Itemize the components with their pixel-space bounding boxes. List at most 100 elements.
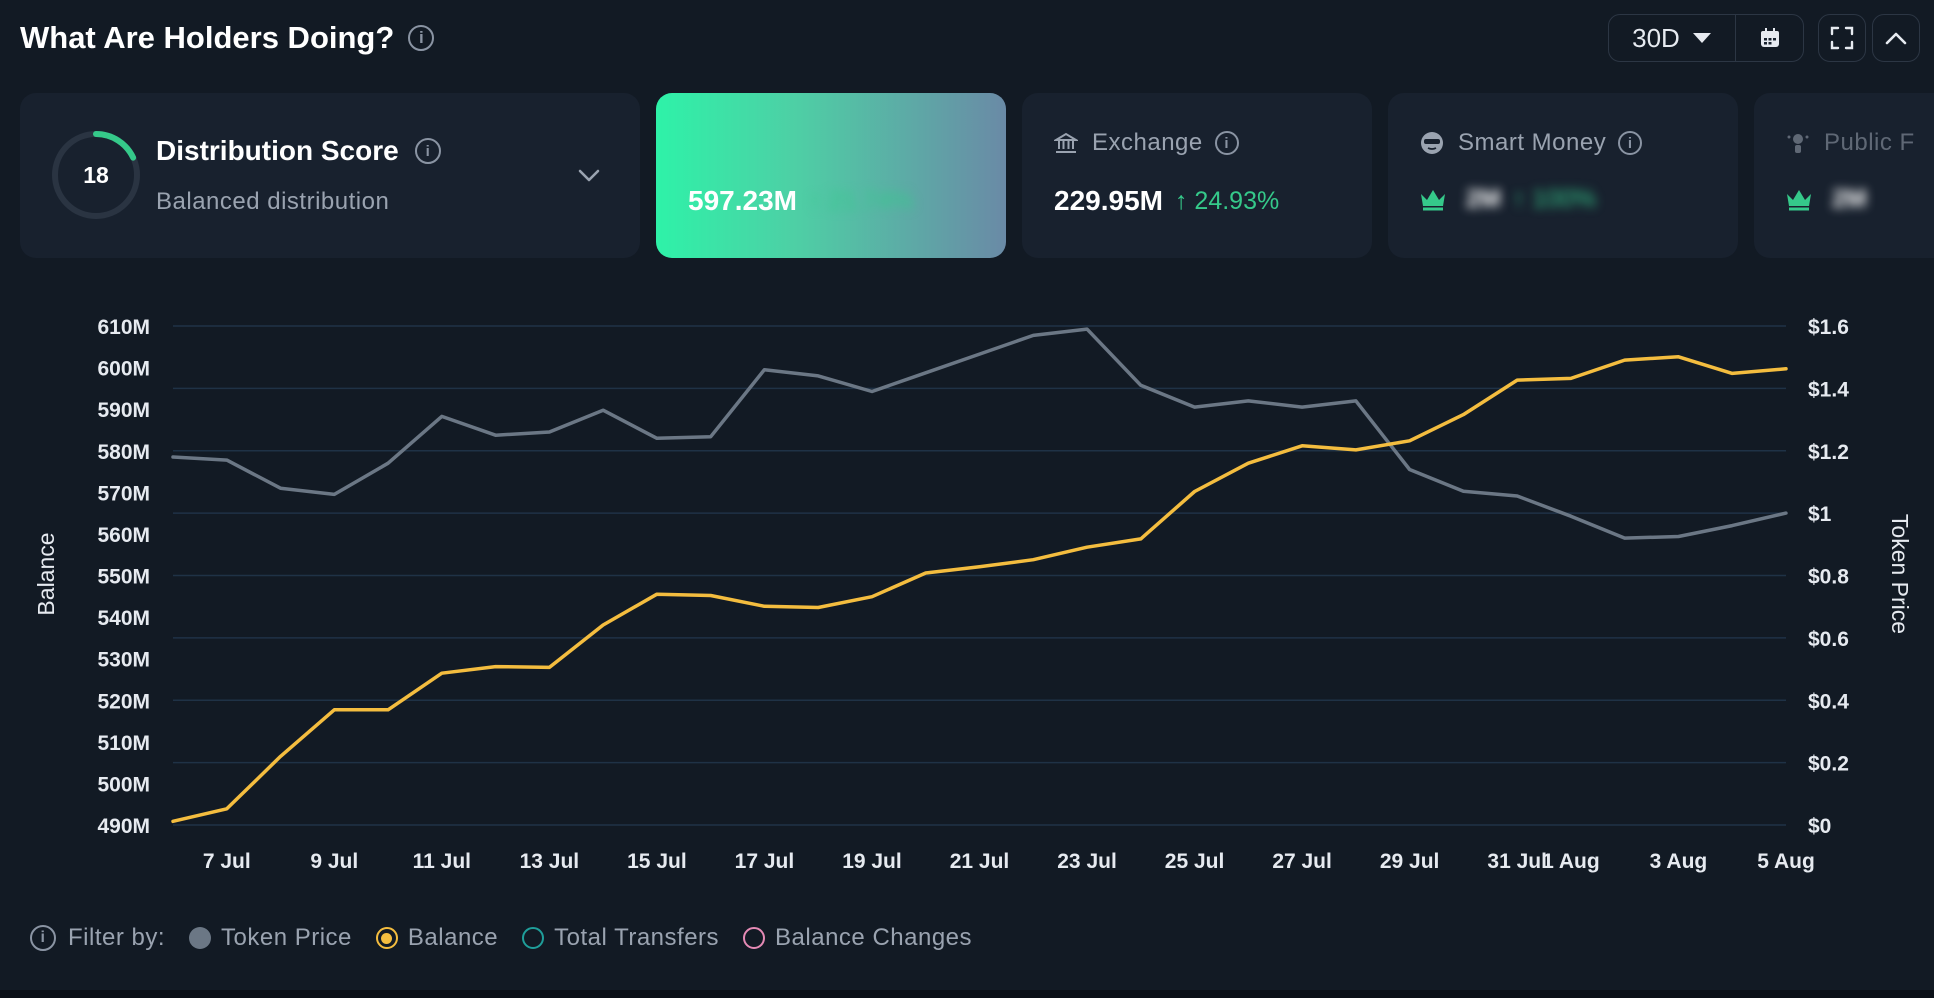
x-tick-label: 31 Jul — [1487, 850, 1547, 873]
y-tick-label: 490M — [97, 815, 150, 838]
caret-down-icon — [1692, 33, 1711, 43]
header-controls: 30D — [1608, 14, 1920, 62]
y-tick-label: 580M — [97, 441, 150, 464]
total-value-row: 597.23M ↑ 21.74% — [688, 185, 913, 217]
legend-dot — [522, 927, 545, 949]
x-tick-label: 7 Jul — [203, 850, 251, 873]
chevron-up-icon — [1885, 32, 1907, 45]
smart-money-value: 2M — [1466, 185, 1501, 213]
smart-money-card[interactable]: Smart Money i 2M ↑ 100% — [1388, 93, 1738, 258]
legend-item-balance[interactable]: Balance — [375, 924, 499, 952]
legend-label: Balance — [407, 924, 499, 951]
smart-money-change: ↑ 100% — [1512, 185, 1597, 213]
smart-money-value-row: 2M ↑ 100% — [1420, 185, 1596, 214]
y-tick-label: 500M — [97, 773, 150, 796]
y-tick-label: 610M — [97, 316, 150, 339]
chevron-down-icon[interactable] — [578, 169, 600, 183]
smart-money-title: Smart Money — [1458, 129, 1607, 156]
y2-tick-label: $1 — [1808, 503, 1832, 526]
fullscreen-button[interactable] — [1818, 14, 1866, 62]
score-gauge: 18 — [52, 131, 140, 219]
distribution-title-row: Distribution Score i — [156, 135, 441, 167]
public-title: Public F — [1824, 129, 1915, 156]
legend-label: Balance Changes — [775, 924, 973, 951]
exchange-value-row: 229.95M ↑ 24.93% — [1054, 185, 1279, 217]
legend-item-balance-changes[interactable]: Balance Changes — [743, 924, 972, 952]
public-figure-card[interactable]: Public F 2M — [1754, 93, 1934, 258]
x-tick-label: 9 Jul — [310, 850, 358, 873]
y2-tick-label: $0 — [1808, 815, 1831, 838]
filter-label: Filter by: — [68, 924, 166, 951]
y-tick-label: 560M — [97, 524, 150, 547]
total-balance-card[interactable]: 597.23M ↑ 21.74% — [656, 93, 1006, 258]
x-tick-label: 1 Aug — [1542, 850, 1600, 873]
info-icon[interactable]: i — [30, 925, 56, 951]
summary-cards: 18 Distribution Score i Balanced distrib… — [20, 93, 1934, 258]
legend-item-total-transfers[interactable]: Total Transfers — [522, 924, 719, 952]
exchange-title: Exchange — [1092, 129, 1203, 156]
y2-tick-label: $0.8 — [1808, 566, 1849, 589]
legend-label: Token Price — [221, 924, 352, 951]
title-row: What Are Holders Doing? i — [20, 14, 435, 62]
x-tick-label: 27 Jul — [1272, 850, 1332, 873]
legend: i Filter by: Token Price Balance Total T… — [30, 924, 996, 952]
x-tick-label: 21 Jul — [950, 850, 1010, 873]
calendar-button[interactable] — [1735, 15, 1803, 61]
info-icon[interactable]: i — [1618, 131, 1643, 155]
bank-icon — [1054, 132, 1078, 153]
score-value: 18 — [83, 162, 109, 188]
bottom-strip — [0, 990, 1934, 998]
distribution-title: Distribution Score — [156, 135, 399, 166]
y2-tick-label: $0.6 — [1808, 628, 1849, 651]
y-tick-label: 530M — [97, 649, 150, 672]
x-tick-label: 5 Aug — [1757, 850, 1815, 873]
y-tick-label: 540M — [97, 607, 150, 630]
page-title: What Are Holders Doing? — [20, 20, 395, 55]
x-tick-label: 11 Jul — [413, 850, 471, 873]
total-value: 597.23M — [688, 185, 797, 216]
exchange-value: 229.95M — [1054, 185, 1163, 216]
public-value: 2M — [1832, 185, 1867, 213]
x-tick-label: 13 Jul — [520, 850, 580, 873]
y-axis-label: Balance — [33, 532, 59, 615]
y2-tick-label: $0.4 — [1808, 690, 1849, 713]
legend-dot — [743, 927, 766, 949]
crown-icon — [1421, 189, 1445, 210]
series-line-token-price — [171, 327, 1788, 540]
legend-item-token-price[interactable]: Token Price — [189, 924, 352, 952]
info-icon[interactable]: i — [1214, 131, 1239, 155]
y2-tick-label: $1.4 — [1808, 378, 1849, 401]
distribution-score-card[interactable]: 18 Distribution Score i Balanced distrib… — [20, 93, 640, 258]
info-icon[interactable]: i — [408, 25, 435, 51]
x-tick-label: 3 Aug — [1650, 850, 1708, 873]
series-line-balance — [171, 355, 1788, 824]
y-tick-label: 550M — [97, 566, 150, 589]
y-tick-label: 510M — [97, 732, 150, 755]
period-dropdown[interactable]: 30D — [1609, 15, 1735, 61]
y-tick-label: 600M — [97, 358, 150, 381]
y2-tick-label: $1.2 — [1808, 441, 1849, 464]
distribution-subtitle: Balanced distribution — [156, 188, 390, 215]
exchange-change: ↑ 24.93% — [1174, 186, 1280, 215]
y2-tick-label: $0.2 — [1808, 753, 1849, 776]
x-tick-label: 15 Jul — [627, 850, 687, 873]
exchange-card[interactable]: Exchange i 229.95M ↑ 24.93% — [1022, 93, 1372, 258]
x-tick-label: 17 Jul — [735, 850, 795, 873]
info-icon[interactable]: i — [414, 138, 441, 164]
y2-tick-label: $1.6 — [1808, 316, 1849, 339]
legend-dot-selected — [375, 927, 398, 949]
x-tick-label: 23 Jul — [1057, 850, 1117, 873]
x-tick-label: 25 Jul — [1165, 850, 1225, 873]
sunglasses-icon — [1421, 132, 1443, 154]
calendar-icon — [1760, 28, 1779, 47]
expand-icon — [1830, 26, 1854, 50]
y-tick-label: 520M — [97, 690, 150, 713]
x-tick-label: 19 Jul — [842, 850, 902, 873]
y-tick-label: 570M — [97, 482, 150, 505]
y-tick-label: 590M — [97, 399, 150, 422]
legend-dot — [189, 927, 212, 949]
y2-axis-label: Token Price — [1887, 514, 1913, 634]
collapse-button[interactable] — [1872, 14, 1920, 62]
megaphone-icon — [1787, 134, 1809, 153]
total-change: ↑ 21.74% — [808, 186, 914, 215]
